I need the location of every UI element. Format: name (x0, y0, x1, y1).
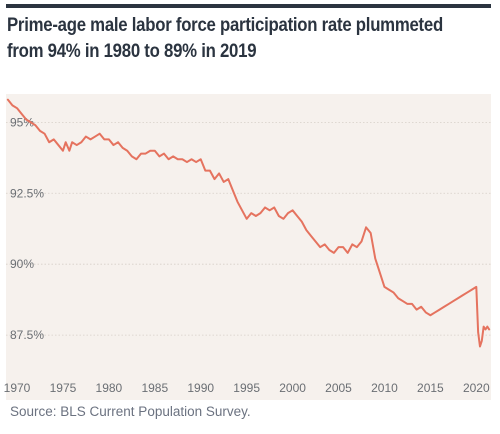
series-line (6, 98, 491, 348)
chart-title: Prime-age male labor force participation… (7, 12, 443, 64)
y-tick-label: 90% (10, 257, 34, 271)
x-tick-label: 2000 (279, 381, 306, 395)
series-layer (6, 98, 491, 348)
x-tick-label: 2005 (325, 381, 352, 395)
y-axis-ticks: 87.5% 90% 92.5% 95% (10, 115, 44, 342)
x-axis-ticks: 1970 1975 1980 1985 1990 1995 2000 2005 2010 2015… (4, 381, 490, 395)
y-tick-label: 87.5% (10, 328, 44, 342)
chart-title-line-1: Prime-age male labor force participation… (7, 14, 443, 36)
y-tick-label: 95% (10, 115, 34, 129)
x-tick-label: 1985 (141, 381, 168, 395)
x-tick-label: 1980 (96, 381, 123, 395)
x-tick-label: 2015 (417, 381, 444, 395)
source-note: Source: BLS Current Population Survey. (10, 404, 251, 419)
x-tick-label: 1970 (4, 381, 31, 395)
x-tick-label: 1990 (187, 381, 214, 395)
y-tick-label: 92.5% (10, 186, 44, 200)
top-rule (6, 4, 491, 8)
x-tick-label: 2020 (463, 381, 490, 395)
x-tick-label: 1995 (233, 381, 260, 395)
plot-area (6, 94, 491, 400)
grid-layer (6, 121, 491, 336)
chart-title-line-2: from 94% in 1980 to 89% in 2019 (7, 40, 257, 62)
x-tick-label: 1975 (50, 381, 77, 395)
x-tick-label: 2010 (371, 381, 398, 395)
